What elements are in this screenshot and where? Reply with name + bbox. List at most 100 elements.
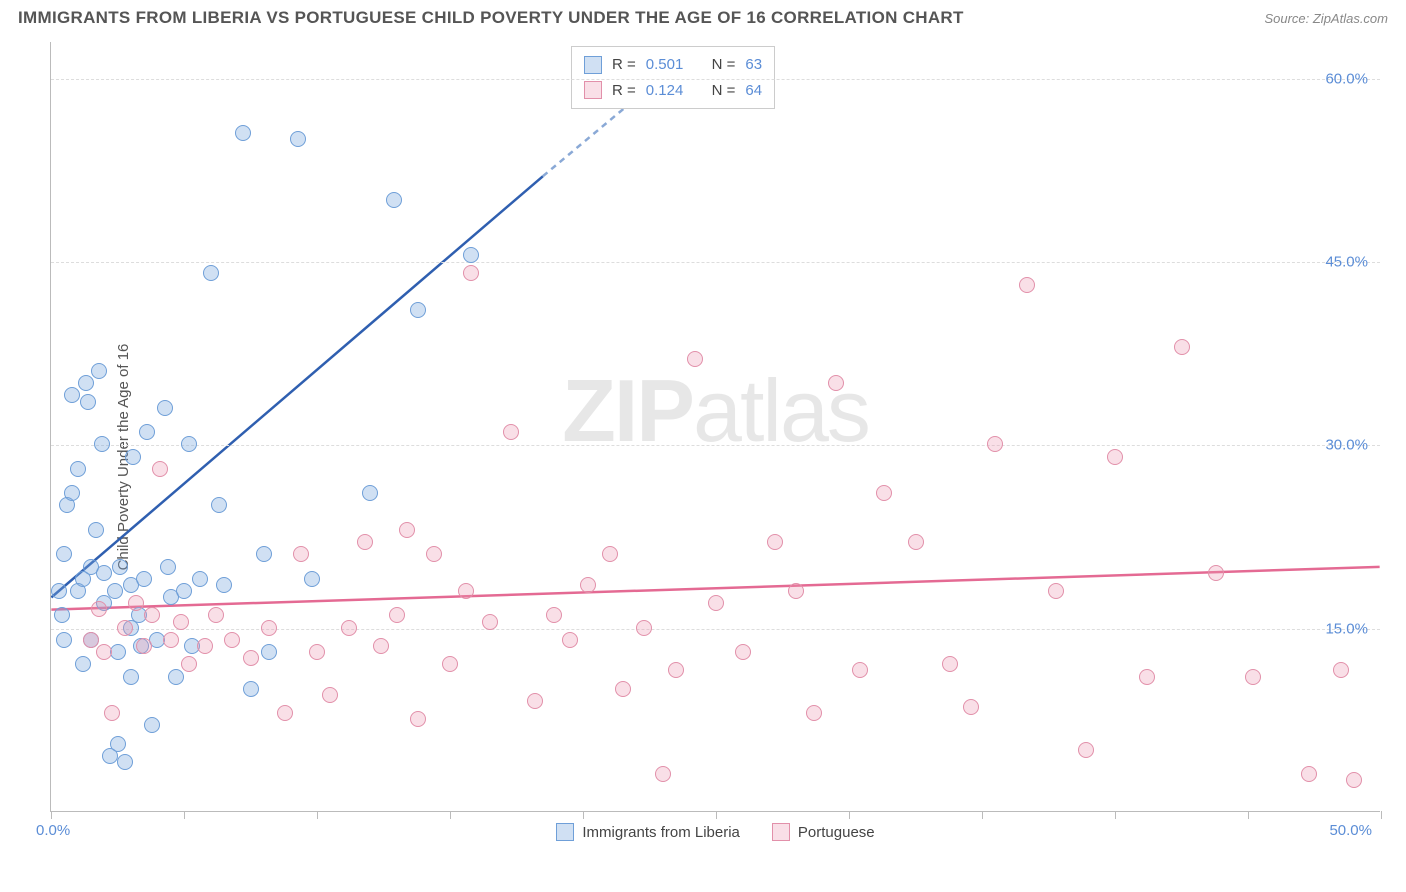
x-tick [51, 811, 52, 819]
data-point [256, 546, 272, 562]
data-point [243, 650, 259, 666]
gridline [51, 629, 1380, 630]
data-point [290, 131, 306, 147]
data-point [70, 461, 86, 477]
data-point [442, 656, 458, 672]
data-point [211, 497, 227, 513]
data-point [602, 546, 618, 562]
legend-item-1: Immigrants from Liberia [556, 823, 740, 841]
data-point [88, 522, 104, 538]
data-point [1174, 339, 1190, 355]
y-tick-label: 60.0% [1325, 70, 1368, 87]
swatch-icon [772, 823, 790, 841]
data-point [410, 302, 426, 318]
gridline [51, 445, 1380, 446]
data-point [293, 546, 309, 562]
swatch-icon [584, 81, 602, 99]
data-point [708, 595, 724, 611]
data-point [636, 620, 652, 636]
x-tick [450, 811, 451, 819]
data-point [687, 351, 703, 367]
data-point [64, 387, 80, 403]
watermark: ZIPatlas [562, 360, 869, 462]
data-point [1048, 583, 1064, 599]
data-point [56, 546, 72, 562]
data-point [908, 534, 924, 550]
data-point [852, 662, 868, 678]
data-point [152, 461, 168, 477]
x-tick [982, 811, 983, 819]
data-point [322, 687, 338, 703]
y-tick-label: 30.0% [1325, 437, 1368, 454]
stats-row-series-1: R = 0.501 N = 63 [584, 52, 762, 78]
chart-title: IMMIGRANTS FROM LIBERIA VS PORTUGUESE CH… [18, 8, 964, 28]
data-point [96, 565, 112, 581]
data-point [144, 607, 160, 623]
data-point [655, 766, 671, 782]
data-point [110, 736, 126, 752]
data-point [117, 754, 133, 770]
data-point [389, 607, 405, 623]
data-point [386, 192, 402, 208]
bottom-legend: Immigrants from Liberia Portuguese [51, 823, 1380, 841]
data-point [357, 534, 373, 550]
legend-label: Portuguese [798, 824, 875, 841]
source-credit: Source: ZipAtlas.com [1264, 11, 1388, 26]
data-point [104, 705, 120, 721]
data-point [1245, 669, 1261, 685]
data-point [277, 705, 293, 721]
y-tick-label: 15.0% [1325, 620, 1368, 637]
data-point [78, 375, 94, 391]
data-point [216, 577, 232, 593]
data-point [1139, 669, 1155, 685]
data-point [562, 632, 578, 648]
gridline [51, 262, 1380, 263]
data-point [176, 583, 192, 599]
plot-area: ZIPatlas R = 0.501 N = 63 R = 0.124 N = … [50, 42, 1380, 812]
data-point [181, 436, 197, 452]
data-point [64, 485, 80, 501]
data-point [309, 644, 325, 660]
data-point [163, 632, 179, 648]
data-point [91, 363, 107, 379]
data-point [91, 601, 107, 617]
data-point [527, 693, 543, 709]
x-tick [583, 811, 584, 819]
data-point [261, 644, 277, 660]
data-point [51, 583, 67, 599]
data-point [83, 632, 99, 648]
data-point [463, 247, 479, 263]
data-point [458, 583, 474, 599]
legend-item-2: Portuguese [772, 823, 875, 841]
data-point [125, 449, 141, 465]
data-point [139, 424, 155, 440]
data-point [987, 436, 1003, 452]
data-point [123, 669, 139, 685]
data-point [96, 644, 112, 660]
swatch-icon [584, 56, 602, 74]
x-tick [1248, 811, 1249, 819]
data-point [136, 571, 152, 587]
data-point [426, 546, 442, 562]
data-point [668, 662, 684, 678]
data-point [173, 614, 189, 630]
x-tick [317, 811, 318, 819]
data-point [54, 607, 70, 623]
data-point [828, 375, 844, 391]
data-point [224, 632, 240, 648]
data-point [197, 638, 213, 654]
data-point [1346, 772, 1362, 788]
data-point [410, 711, 426, 727]
x-tick [1115, 811, 1116, 819]
data-point [157, 400, 173, 416]
data-point [876, 485, 892, 501]
data-point [399, 522, 415, 538]
data-point [181, 656, 197, 672]
stats-row-series-2: R = 0.124 N = 64 [584, 78, 762, 104]
chart-container: Child Poverty Under the Age of 16 ZIPatl… [0, 32, 1406, 882]
data-point [503, 424, 519, 440]
data-point [788, 583, 804, 599]
data-point [482, 614, 498, 630]
data-point [1078, 742, 1094, 758]
data-point [1208, 565, 1224, 581]
